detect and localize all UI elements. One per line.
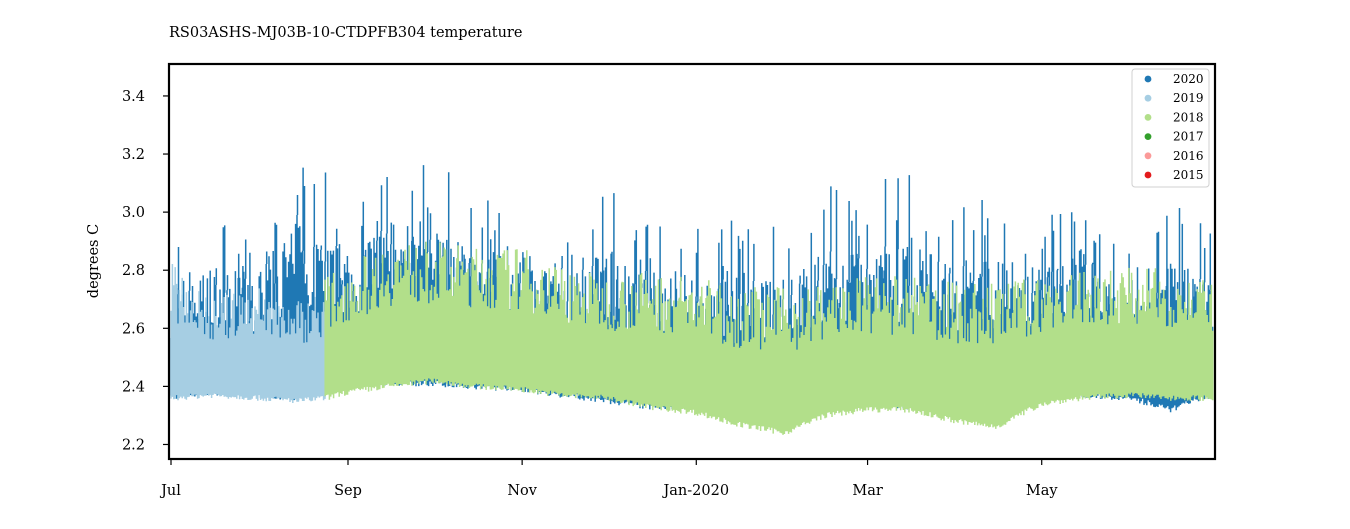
legend-marker [1144,75,1152,83]
series-layer [170,165,1214,435]
legend-label: 2017 [1173,130,1204,144]
legend-label: 2015 [1173,168,1204,182]
y-tick-label: 2.6 [122,321,145,337]
plot-frame [167,62,1217,461]
legend: 2020 2019 2018 2017 2016 2015 [1131,68,1210,188]
chart-title: RS03ASHS-MJ03B-10-CTDPFB304 temperature [169,25,522,41]
legend-marker [1144,133,1152,141]
series-2019-marks [170,264,326,403]
legend-label: 2020 [1173,72,1204,86]
y-tick-label: 3.0 [122,205,145,221]
legend-label: 2019 [1173,91,1204,105]
x-tick-label: Jan-2020 [661,483,729,499]
legend-item-2017: 2017 [1144,130,1204,144]
legend-label: 2016 [1173,149,1204,163]
x-tick-label: May [1026,483,1058,499]
x-tick-label: Mar [852,483,882,499]
series-2018-marks [324,241,1214,435]
legend-item-2019: 2019 [1144,91,1204,105]
series-2019 [170,264,326,403]
y-axis: 2.2 2.4 2.6 2.8 3.0 3.2 3.4 [122,89,169,453]
legend-marker [1144,114,1152,121]
y-tick-label: 3.2 [122,147,145,163]
legend-item-2020: 2020 [1144,72,1204,86]
legend-item-2015: 2015 [1144,168,1204,182]
legend-marker [1144,171,1152,179]
series-2018 [324,241,1214,435]
y-tick-label: 2.8 [122,263,145,279]
x-axis: Jul Sep Nov Jan-2020 Mar May [159,459,1058,499]
legend-item-2016: 2016 [1144,149,1204,163]
legend-item-2018: 2018 [1144,110,1204,124]
legend-label: 2018 [1173,110,1204,124]
x-tick-label: Sep [334,483,362,499]
plot-area [170,165,1214,435]
y-tick-label: 2.2 [122,437,145,453]
y-axis-label: degrees C [86,224,102,298]
y-tick-label: 3.4 [122,89,145,105]
y-tick-label: 2.4 [122,379,145,395]
legend-marker [1144,94,1152,102]
x-tick-label: Nov [507,483,537,499]
x-tick-label: Jul [159,483,181,499]
legend-marker [1144,152,1152,160]
